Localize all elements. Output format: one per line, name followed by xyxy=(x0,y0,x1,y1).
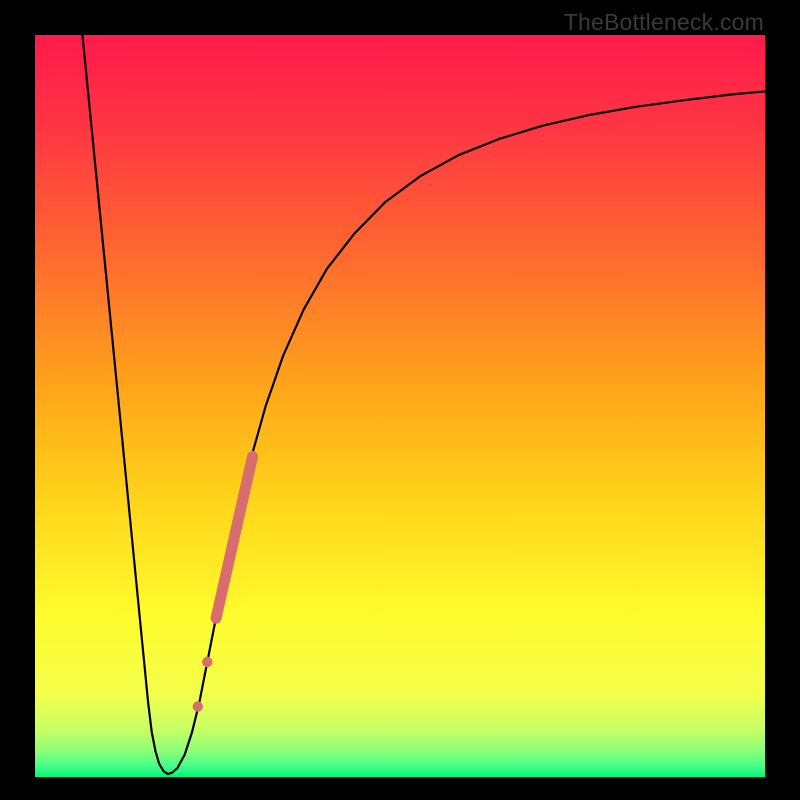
chart-frame: TheBottleneck.com xyxy=(0,0,800,800)
bottleneck-curve xyxy=(82,35,765,774)
chart-svg xyxy=(0,0,800,800)
pink-dot-upper xyxy=(202,657,212,667)
pink-dot-lower xyxy=(193,701,203,711)
watermark-text: TheBottleneck.com xyxy=(564,9,764,36)
thick-pink-segment xyxy=(216,456,253,618)
